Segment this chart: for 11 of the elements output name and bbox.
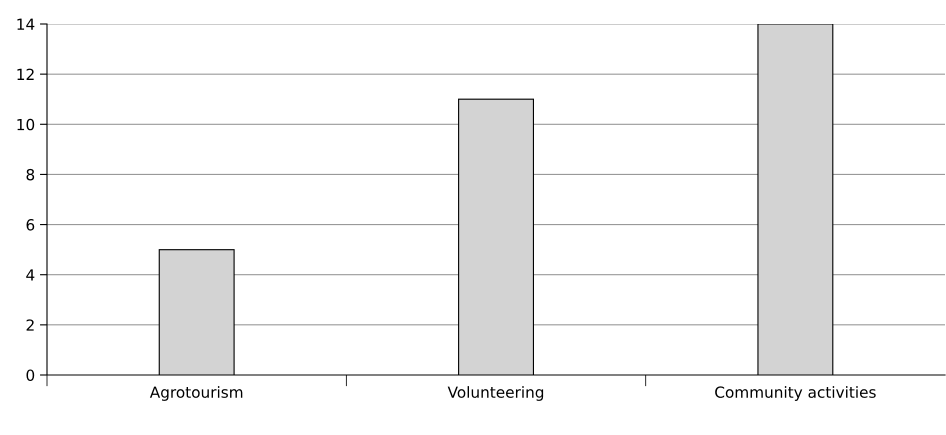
y-tick-label: 14 [17, 18, 34, 30]
y-tick-label: 0 [26, 369, 34, 382]
y-tick-label: 2 [26, 319, 34, 331]
x-tick-label: Agrotourism [150, 386, 242, 401]
y-tick-label: 6 [26, 219, 34, 231]
y-tick-label: 12 [17, 68, 34, 80]
x-tick-label: Volunteering [448, 386, 544, 401]
y-tick-label: 8 [26, 168, 34, 180]
x-tick-label: Community activities [715, 386, 876, 401]
y-tick-label: 4 [26, 269, 34, 281]
y-tick-label: 10 [17, 118, 34, 130]
